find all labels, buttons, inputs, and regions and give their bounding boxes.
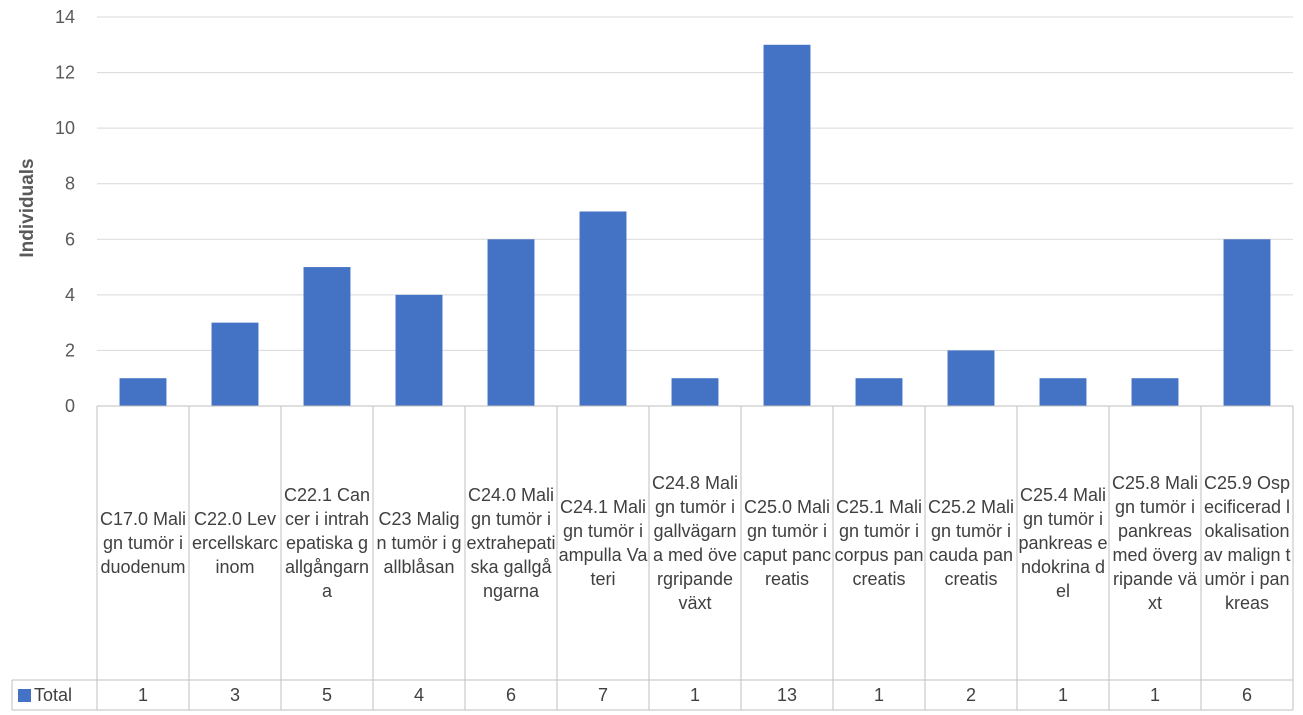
data-label: 4 — [413, 684, 424, 705]
y-tick-label: 6 — [65, 229, 75, 249]
data-label: 1 — [689, 684, 700, 705]
data-label: 1 — [873, 684, 884, 705]
data-label: 3 — [229, 684, 240, 705]
bar — [671, 378, 719, 406]
category-label: C25.2 Malign tumör i cauda pancreatis — [927, 497, 1015, 589]
category-label: C25.1 Malign tumör i corpus pancreatis — [834, 497, 924, 589]
category-label: C24.1 Malign tumör i ampulla Vateri — [558, 497, 648, 589]
data-label: 2 — [965, 684, 976, 705]
data-label: 6 — [1241, 684, 1252, 705]
data-label: 13 — [776, 684, 798, 705]
category-label: C25.9 Ospecificerad lokalisation av mali… — [1203, 473, 1291, 613]
bar — [947, 350, 995, 406]
y-tick-label: 0 — [65, 396, 75, 416]
y-tick-label: 8 — [65, 174, 75, 194]
legend-key — [18, 688, 31, 702]
bar — [487, 239, 535, 406]
data-table-lines — [11, 405, 1294, 711]
legend-entry: Total — [12, 680, 97, 710]
data-label: 6 — [505, 684, 516, 705]
bar — [579, 211, 627, 406]
data-label: 1 — [137, 684, 148, 705]
bar — [303, 267, 351, 406]
legend-label: Total — [34, 684, 73, 705]
y-tick-label: 2 — [65, 340, 75, 360]
category-label: C25.0 Malign tumör i caput pancreatis — [742, 497, 832, 589]
bar — [1039, 378, 1087, 406]
data-label: 1 — [1057, 684, 1068, 705]
y-axis-label: Individuals — [17, 158, 38, 258]
category-label: C25.4 Malign tumör i pankreas endokrina … — [1018, 485, 1108, 601]
bars — [119, 44, 1271, 407]
y-tick-label: 12 — [55, 63, 75, 83]
bar — [395, 294, 443, 406]
bar — [211, 322, 259, 406]
data-label: 1 — [1149, 684, 1160, 705]
bar — [119, 378, 167, 406]
bar — [1223, 239, 1271, 406]
category-label: C23 Malign tumör i gallblåsan — [376, 509, 462, 577]
y-tick-label: 14 — [55, 7, 75, 27]
bar — [763, 44, 811, 407]
category-label: C24.0 Malign tumör i extrahepatiska gall… — [466, 485, 556, 601]
category-label: C22.1 Cancer i intrahepatiska gallgångar… — [283, 485, 371, 601]
y-tick-label: 4 — [65, 285, 75, 305]
y-tick-label: 10 — [55, 118, 75, 138]
category-label: C22.0 Levercellskarcinom — [191, 509, 279, 577]
category-label: C17.0 Malign tumör i duodenum — [99, 509, 187, 577]
gridlines — [97, 16, 1293, 407]
bar — [855, 378, 903, 406]
data-label: 7 — [597, 684, 608, 705]
category-label: C24.8 Malign tumör i gallvägarna med öve… — [651, 473, 739, 613]
y-axis-ticks: 0 2 4 6 8 10 12 14 — [55, 7, 75, 416]
bar — [1131, 378, 1179, 406]
category-label: C25.8 Malign tumör i pankreas med övergr… — [1111, 473, 1199, 613]
data-label: 5 — [321, 684, 332, 705]
